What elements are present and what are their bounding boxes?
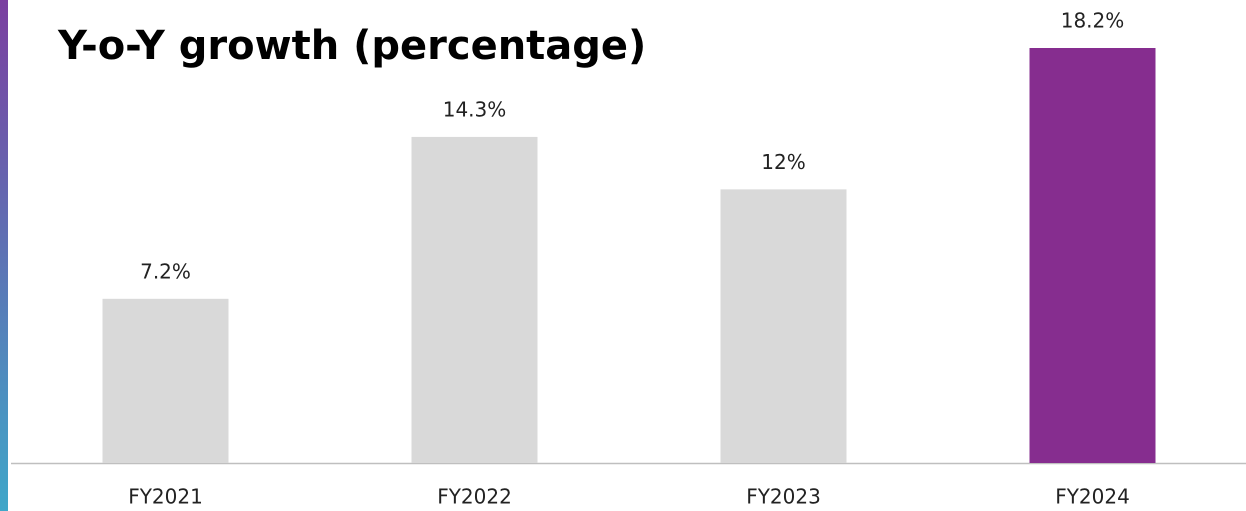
bar: [720, 189, 847, 463]
x-tick-label: FY2024: [1055, 485, 1130, 509]
side-strip: [0, 0, 8, 511]
x-tick-label: FY2022: [437, 485, 512, 509]
value-label: 7.2%: [140, 259, 191, 283]
chart-title: Y-o-Y growth (percentage): [57, 23, 646, 69]
value-label: 18.2%: [1061, 9, 1125, 33]
bar: [1029, 48, 1156, 463]
value-label: 14.3%: [443, 97, 507, 121]
bar: [411, 136, 538, 463]
value-label: 12%: [761, 150, 805, 174]
x-tick-label: FY2021: [128, 485, 203, 509]
x-tick-label: FY2023: [746, 485, 821, 509]
bar: [102, 298, 229, 463]
